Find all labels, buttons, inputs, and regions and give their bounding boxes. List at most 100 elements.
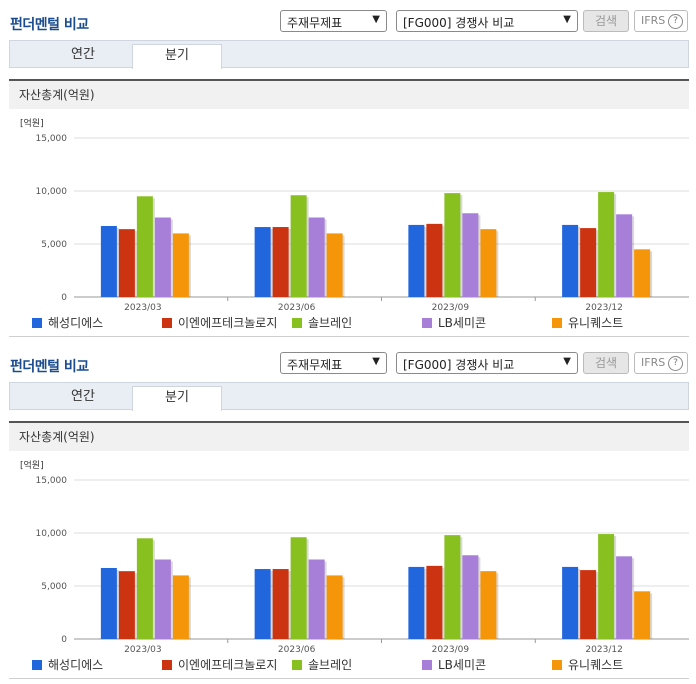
fundamental-panel: 펀더멘털 비교 주재무제표 ▼ [FG000] 경쟁사 비교 ▼ 검색 IFRS? … xyxy=(0,10,696,337)
bar xyxy=(290,537,307,639)
y-tick-label: 0 xyxy=(61,635,67,645)
legend-swatch xyxy=(162,318,172,328)
x-tick-label: 2023/12 xyxy=(585,645,622,654)
bar xyxy=(580,228,597,297)
y-tick-label: 0 xyxy=(61,293,67,303)
bar xyxy=(290,195,307,297)
ifrs-help-button[interactable]: IFRS? xyxy=(634,352,688,374)
legend-label: 유니퀘스트 xyxy=(568,658,624,672)
bar xyxy=(480,571,497,639)
legend-label: 이엔에프테크놀로지 xyxy=(178,316,278,330)
compare-group-select[interactable]: [FG000] 경쟁사 비교 ▼ xyxy=(396,10,578,32)
legend-swatch xyxy=(422,660,432,670)
bar xyxy=(272,569,289,639)
bar xyxy=(462,213,479,297)
bar xyxy=(326,233,343,297)
bar xyxy=(154,217,171,297)
compare-group-select[interactable]: [FG000] 경쟁사 비교 ▼ xyxy=(396,352,578,374)
legend-label: 유니퀘스트 xyxy=(568,316,624,330)
x-tick-label: 2023/12 xyxy=(585,303,622,312)
y-tick-label: 5,000 xyxy=(41,240,67,250)
chevron-down-icon: ▼ xyxy=(563,14,571,25)
bar xyxy=(634,591,651,639)
bar xyxy=(480,229,497,297)
divider xyxy=(9,336,689,337)
bar-chart: [억원] 0 5,000 10,000 15,000 2023/03 2023/06 2023… xyxy=(20,459,689,654)
statement-type-value: 주재무제표 xyxy=(287,358,343,372)
bar xyxy=(172,575,189,639)
legend-item[interactable]: 유니퀘스트 xyxy=(552,656,623,673)
bar xyxy=(444,535,461,639)
legend-swatch xyxy=(552,660,562,670)
section-title: 자산총계(억원) xyxy=(9,421,689,451)
bar xyxy=(616,556,633,639)
bar xyxy=(136,538,153,639)
tab-quarterly[interactable]: 분기 xyxy=(132,386,222,411)
bar xyxy=(426,223,443,297)
x-tick-label: 2023/09 xyxy=(432,645,470,654)
tab-annual[interactable]: 연간 xyxy=(71,47,95,62)
chart-legend: 해성디에스 이엔에프테크놀로지 솔브레인 LB세미콘 유니퀘스트 xyxy=(0,654,696,674)
legend-item[interactable]: 솔브레인 xyxy=(292,656,352,673)
legend-item[interactable]: 유니퀘스트 xyxy=(552,314,623,331)
ifrs-label: IFRS xyxy=(641,356,666,369)
question-circle-icon: ? xyxy=(668,356,683,371)
legend-label: LB세미콘 xyxy=(438,316,487,330)
legend-item[interactable]: 이엔에프테크놀로지 xyxy=(162,656,277,673)
bar xyxy=(308,559,325,639)
bar xyxy=(308,217,325,297)
bar xyxy=(634,249,651,297)
divider xyxy=(9,678,689,679)
bar xyxy=(444,193,461,297)
legend-label: 해성디에스 xyxy=(48,658,104,672)
y-tick-label: 10,000 xyxy=(36,529,68,539)
y-tick-label: 5,000 xyxy=(41,582,67,592)
period-tabs: 연간 분기 xyxy=(9,382,689,411)
bar xyxy=(462,555,479,639)
bar xyxy=(172,233,189,297)
statement-type-select[interactable]: 주재무제표 ▼ xyxy=(280,352,387,374)
search-button[interactable]: 검색 xyxy=(583,352,629,374)
legend-swatch xyxy=(292,660,302,670)
y-tick-label: 10,000 xyxy=(36,187,68,197)
chevron-down-icon: ▼ xyxy=(563,356,571,367)
legend-item[interactable]: 해성디에스 xyxy=(32,314,103,331)
bar xyxy=(272,227,289,297)
bar xyxy=(326,575,343,639)
bar xyxy=(100,225,117,297)
legend-swatch xyxy=(32,318,42,328)
compare-group-value: [FG000] 경쟁사 비교 xyxy=(403,358,515,372)
legend-swatch xyxy=(422,318,432,328)
bar xyxy=(136,196,153,297)
bar-chart: [억원] 0 5,000 10,000 15,000 2023/03 2023/06 2023… xyxy=(20,117,689,312)
search-button[interactable]: 검색 xyxy=(583,10,629,32)
bar xyxy=(562,566,579,639)
bar xyxy=(598,534,615,639)
chart-legend: 해성디에스 이엔에프테크놀로지 솔브레인 LB세미콘 유니퀘스트 xyxy=(0,312,696,332)
legend-item[interactable]: 해성디에스 xyxy=(32,656,103,673)
statement-type-select[interactable]: 주재무제표 ▼ xyxy=(280,10,387,32)
bar xyxy=(118,571,135,639)
tab-quarterly[interactable]: 분기 xyxy=(132,44,222,69)
legend-label: 이엔에프테크놀로지 xyxy=(178,658,278,672)
bar xyxy=(616,214,633,297)
legend-label: 솔브레인 xyxy=(308,658,353,672)
legend-item[interactable]: 솔브레인 xyxy=(292,314,352,331)
tab-annual[interactable]: 연간 xyxy=(71,389,95,404)
legend-item[interactable]: LB세미콘 xyxy=(422,656,486,673)
bar xyxy=(562,224,579,297)
panel-title: 펀더멘털 비교 xyxy=(10,359,89,375)
legend-swatch xyxy=(32,660,42,670)
unit-label: [억원] xyxy=(20,117,44,129)
chevron-down-icon: ▼ xyxy=(372,14,380,25)
statement-type-value: 주재무제표 xyxy=(287,16,343,30)
ifrs-help-button[interactable]: IFRS? xyxy=(634,10,688,32)
bar xyxy=(426,565,443,639)
question-circle-icon: ? xyxy=(668,14,683,29)
legend-swatch xyxy=(162,660,172,670)
ifrs-label: IFRS xyxy=(641,14,666,27)
legend-swatch xyxy=(552,318,562,328)
legend-item[interactable]: LB세미콘 xyxy=(422,314,486,331)
legend-label: LB세미콘 xyxy=(438,658,487,672)
legend-item[interactable]: 이엔에프테크놀로지 xyxy=(162,314,277,331)
